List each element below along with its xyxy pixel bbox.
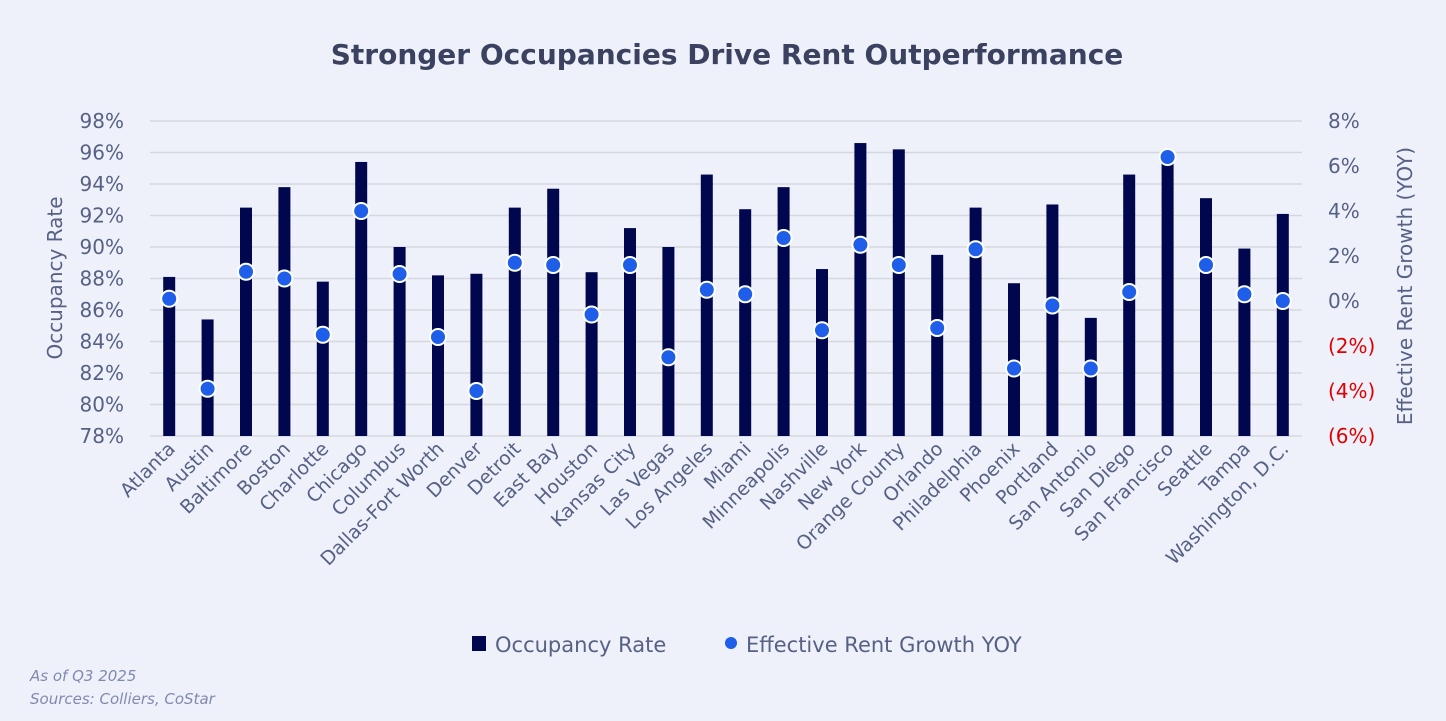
bar-chicago [355, 161, 368, 436]
dot-dallas-fort-worth [429, 328, 447, 346]
left-tick-label: 84% [80, 330, 124, 354]
left-tick-label: 86% [80, 298, 124, 322]
left-tick-label: 92% [80, 204, 124, 228]
footer-sources: Sources: Colliers, CoStar [30, 690, 216, 708]
bar-detroit [508, 207, 521, 436]
bar-san-francisco [1161, 158, 1174, 437]
bar-seattle [1200, 198, 1212, 436]
left-tick-label: 94% [80, 172, 124, 196]
right-tick-label: 2% [1328, 244, 1360, 268]
bar-boston [278, 187, 291, 436]
left-axis: 78% 80% 82% 84% 86% 88% 90% 92% 94% 96% 98% [80, 109, 124, 448]
left-tick-label: 98% [80, 109, 124, 133]
bar-east-bay [547, 188, 560, 436]
dot-atlanta [160, 289, 179, 308]
legend-swatch-occupancy [472, 636, 486, 651]
bar-los-angeles [700, 174, 713, 437]
bar-washington-d-c- [1276, 213, 1289, 436]
dot-houston [582, 305, 601, 324]
dot-orlando [928, 319, 947, 337]
bar-las-vegas [662, 247, 675, 436]
bar-houston [585, 272, 598, 436]
bar-kansas-city [624, 228, 636, 436]
dot-washington-d-c- [1273, 292, 1292, 310]
bar-orange-county [892, 149, 905, 436]
bar-miami [739, 209, 752, 436]
bar-orlando [931, 254, 944, 436]
bar-denver [470, 273, 483, 436]
category-labels: AtlantaAustinBaltimoreBostonCharlotteChi… [116, 438, 1293, 570]
dot-phoenix [1005, 359, 1023, 378]
right-tick-label: (4%) [1328, 379, 1375, 403]
right-tick-label: 4% [1328, 199, 1360, 223]
bar-san-diego [1123, 174, 1136, 437]
legend-label-occupancy: Occupancy Rate [495, 633, 666, 657]
dot-orange-county [889, 256, 908, 274]
dots [160, 148, 1292, 400]
dot-boston [275, 269, 294, 288]
dot-san-francisco [1158, 148, 1177, 166]
dot-denver [467, 382, 486, 400]
dot-austin [198, 379, 217, 398]
dot-philadelphia [966, 240, 985, 259]
dot-chicago [352, 202, 371, 220]
bar-philadelphia [969, 207, 982, 436]
legend-swatch-rent-growth [725, 637, 737, 649]
legend: Occupancy Rate Effective Rent Growth YOY [472, 633, 1022, 657]
dot-portland [1043, 296, 1062, 315]
bar-tampa [1238, 248, 1251, 436]
dot-tampa [1235, 285, 1254, 304]
bar-minneapolis [777, 187, 790, 436]
legend-label-rent-growth: Effective Rent Growth YOY [746, 633, 1022, 657]
gridlines [150, 120, 1302, 437]
bar-austin [201, 319, 214, 436]
bar-new-york [854, 143, 867, 437]
dot-kansas-city [621, 256, 639, 274]
right-tick-label: (6%) [1328, 424, 1375, 448]
dot-charlotte [313, 325, 332, 344]
bar-nashville [816, 269, 828, 436]
dot-nashville [813, 321, 831, 340]
right-tick-label: (2%) [1328, 334, 1375, 358]
bar-atlanta [163, 276, 176, 436]
left-axis-title: Occupancy Rate [43, 196, 67, 359]
left-tick-label: 80% [80, 393, 124, 417]
bar-columbus [393, 247, 406, 436]
bar-portland [1046, 204, 1059, 436]
right-tick-label: 8% [1328, 109, 1360, 133]
dot-detroit [505, 253, 524, 272]
bar-baltimore [240, 207, 252, 436]
right-axis-title: Effective Rent Growth (YOY) [1393, 147, 1417, 425]
dot-los-angeles [697, 280, 716, 299]
dot-new-york [851, 235, 870, 254]
dot-east-bay [544, 256, 563, 274]
bars [163, 143, 1289, 437]
left-tick-label: 96% [80, 141, 124, 165]
left-tick-label: 78% [80, 424, 124, 448]
left-tick-label: 90% [80, 235, 124, 259]
left-tick-label: 82% [80, 361, 124, 385]
left-tick-label: 88% [80, 267, 124, 291]
dot-san-antonio [1081, 359, 1100, 378]
dot-columbus [390, 265, 409, 283]
dot-miami [736, 285, 755, 304]
dot-san-diego [1120, 283, 1139, 301]
dot-baltimore [237, 262, 255, 281]
right-tick-label: 0% [1328, 289, 1360, 313]
right-axis: (6%) (4%) (2%) 0% 2% 4% 6% 8% [1328, 109, 1375, 448]
footer-note: As of Q3 2025 [29, 667, 136, 685]
right-tick-label: 6% [1328, 154, 1360, 178]
bar-dallas-fort-worth [432, 275, 444, 436]
dot-minneapolis [774, 229, 793, 247]
dot-seattle [1197, 256, 1215, 274]
bar-charlotte [316, 281, 329, 436]
chart-title: Stronger Occupancies Drive Rent Outperfo… [331, 38, 1124, 71]
dot-las-vegas [659, 348, 678, 367]
